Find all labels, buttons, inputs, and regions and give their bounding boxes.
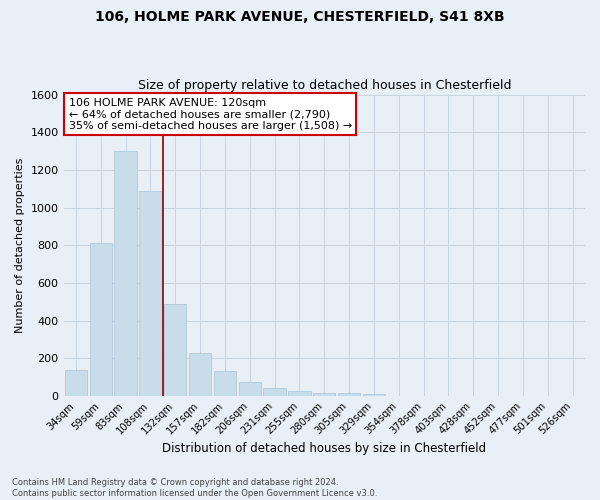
Bar xyxy=(263,388,286,396)
Y-axis label: Number of detached properties: Number of detached properties xyxy=(15,158,25,333)
Bar xyxy=(363,394,385,396)
Text: Contains HM Land Registry data © Crown copyright and database right 2024.
Contai: Contains HM Land Registry data © Crown c… xyxy=(12,478,377,498)
Bar xyxy=(89,244,112,396)
Bar xyxy=(164,304,187,396)
Bar xyxy=(115,151,137,396)
Bar xyxy=(338,393,360,396)
Bar xyxy=(214,370,236,396)
Bar xyxy=(139,190,161,396)
X-axis label: Distribution of detached houses by size in Chesterfield: Distribution of detached houses by size … xyxy=(162,442,487,455)
Bar xyxy=(65,370,87,396)
Bar xyxy=(313,392,335,396)
Bar xyxy=(288,392,311,396)
Title: Size of property relative to detached houses in Chesterfield: Size of property relative to detached ho… xyxy=(137,79,511,92)
Bar xyxy=(189,352,211,396)
Text: 106 HOLME PARK AVENUE: 120sqm
← 64% of detached houses are smaller (2,790)
35% o: 106 HOLME PARK AVENUE: 120sqm ← 64% of d… xyxy=(69,98,352,131)
Text: 106, HOLME PARK AVENUE, CHESTERFIELD, S41 8XB: 106, HOLME PARK AVENUE, CHESTERFIELD, S4… xyxy=(95,10,505,24)
Bar xyxy=(239,382,261,396)
